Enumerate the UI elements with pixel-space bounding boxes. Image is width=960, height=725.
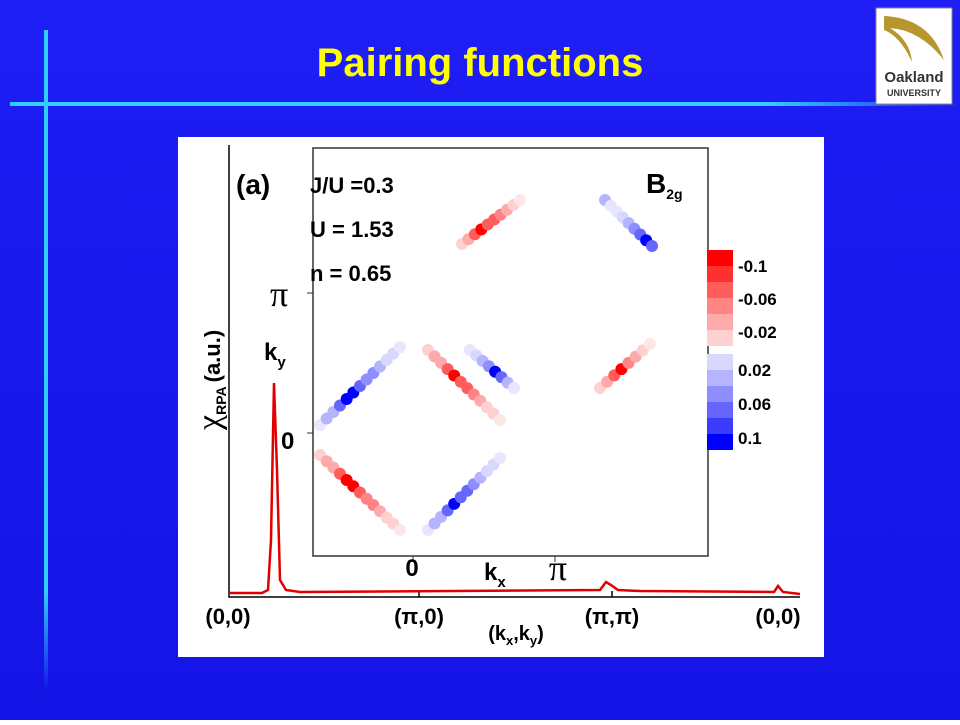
dot (646, 240, 658, 252)
accent-line (10, 102, 960, 106)
x-tick-label: (0,0) (755, 604, 800, 629)
colorbar-swatch (707, 370, 733, 386)
colorbar-swatch (707, 266, 733, 282)
panel-label: (a) (236, 169, 270, 200)
logo-subtitle: UNIVERSITY (887, 88, 941, 98)
label-part: ,k (513, 623, 531, 645)
dot (644, 338, 656, 350)
label-part: k (264, 339, 278, 366)
dot (394, 524, 406, 536)
x-tick-label: (π,π) (585, 604, 639, 629)
colorbar-label: -0.02 (738, 323, 777, 342)
dot (394, 341, 406, 353)
y-axis-label: χRPA (a.u.) (191, 330, 229, 431)
inset-x-label: kx (484, 559, 506, 591)
tick (307, 292, 556, 562)
colorbar-label: -0.1 (738, 257, 767, 276)
x-axis-label: (kx,ky) (488, 623, 544, 648)
label-sub: y (277, 354, 286, 371)
inset-y-tick: 0 (281, 428, 294, 455)
parameter: J/U =0.3 (310, 173, 394, 198)
colorbar-label: 0.06 (738, 395, 771, 414)
label-part: (k (488, 623, 507, 645)
label-sub: y (530, 633, 538, 648)
dot (508, 382, 520, 394)
label-part: (a.u.) (200, 330, 225, 383)
colorbar-label: -0.06 (738, 290, 777, 309)
colorbar-swatch (707, 330, 733, 346)
inset-x-tick: 0 (405, 555, 418, 582)
logo-name: Oakland (884, 69, 943, 86)
inset-y-label: ky (264, 339, 286, 371)
label-sub: RPA (213, 386, 229, 415)
rpa-curve (229, 382, 801, 596)
colorbar-swatch (707, 282, 733, 298)
parameter: U = 1.53 (310, 217, 394, 242)
figure: (0,0) (π,0) (π,π) (0,0) (kx,ky) χRPA(a.u… (178, 137, 824, 657)
axis (228, 145, 800, 598)
colorbar-swatch (707, 298, 733, 314)
logo: Oakland UNIVERSITY (875, 7, 953, 105)
inset-y-tick: π (270, 274, 288, 314)
label-part: χ (191, 415, 228, 431)
colorbar-swatch (707, 250, 733, 266)
label-part: B (646, 168, 666, 199)
colorbar-label: 0.02 (738, 361, 771, 380)
colorbar-swatch (707, 418, 733, 434)
label-sub: x (506, 633, 514, 648)
colorbar-swatch (707, 314, 733, 330)
colorbar-label: 0.1 (738, 429, 762, 448)
colorbar-swatch (707, 402, 733, 418)
parameter: n = 0.65 (310, 261, 391, 286)
logo-mark (884, 16, 944, 62)
label-sub: x (497, 574, 506, 591)
dot (494, 452, 506, 464)
symmetry-label: B2g (646, 168, 683, 202)
label-part: k (484, 559, 498, 586)
label-sub: 2g (666, 186, 682, 202)
slide-title: Pairing functions (317, 41, 644, 85)
x-tick-label: (π,0) (394, 604, 444, 629)
colorbar-swatch (707, 354, 733, 370)
x-tick-label: (0,0) (205, 604, 250, 629)
accent-line (44, 30, 48, 690)
dot (514, 194, 526, 206)
colorbar: -0.1 -0.06 -0.02 0.02 0.06 0.1 (707, 250, 777, 450)
colorbar-swatch (707, 434, 733, 450)
inset-x-tick: π (549, 548, 567, 588)
colorbar-swatch (707, 386, 733, 402)
gap-function-dots (314, 194, 658, 536)
dot (494, 414, 506, 426)
label-part: ) (537, 623, 544, 645)
